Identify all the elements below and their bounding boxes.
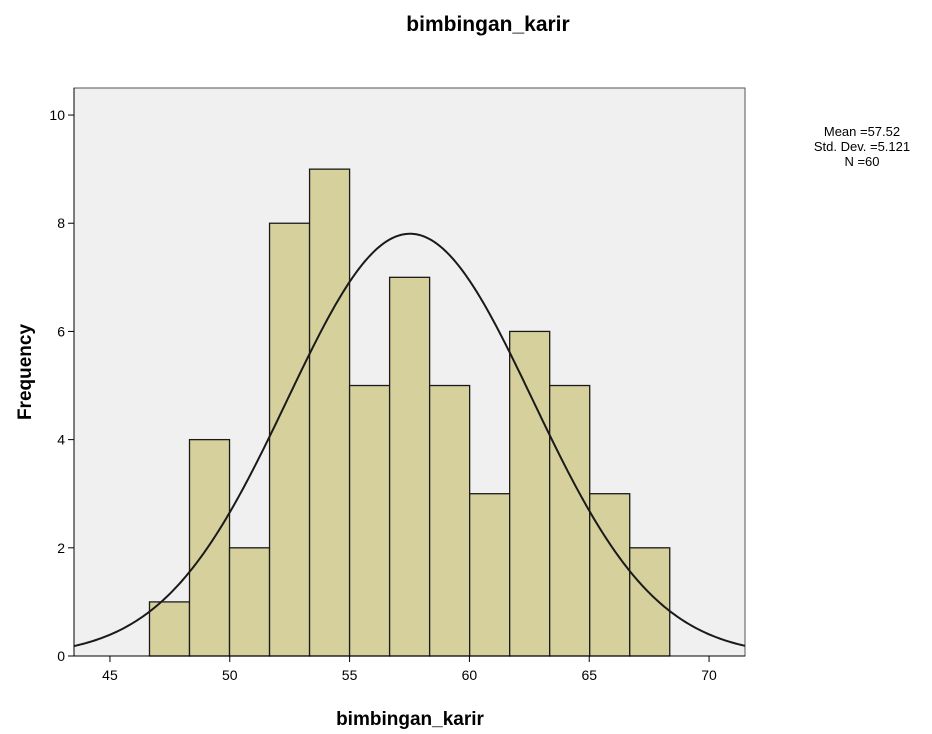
histogram-bar-2 [188, 438, 231, 657]
y-tick-label: 2 [57, 540, 65, 556]
histogram-bar-10 [509, 330, 551, 657]
x-tick-label: 45 [102, 667, 118, 683]
histogram-bar-11 [549, 384, 591, 657]
histogram-bar-13 [629, 547, 671, 657]
y-tick-label: 8 [57, 215, 65, 231]
x-tick-label: 60 [462, 667, 478, 683]
histogram-bar-12 [589, 493, 631, 657]
stats-legend: Mean =57.52 Std. Dev. =5.121 N =60 [814, 124, 910, 169]
normal-curve [73, 232, 746, 648]
y-tick-label: 0 [57, 648, 65, 664]
histogram-bar-1 [148, 601, 191, 657]
x-tick-label: 65 [581, 667, 597, 683]
stats-n: N =60 [844, 154, 879, 169]
x-tick-label: 55 [342, 667, 358, 683]
histogram-bar-5 [308, 168, 351, 657]
stats-std-dev: Std. Dev. =5.121 [814, 139, 910, 154]
histogram-bars [148, 168, 671, 657]
histogram-bar-9 [468, 493, 511, 657]
y-tick-label: 4 [57, 432, 65, 448]
histogram-bar-6 [348, 384, 391, 657]
x-tick-label: 70 [701, 667, 717, 683]
y-axis-label: Frequency [15, 324, 36, 421]
chart-title: bimbingan_karir [406, 13, 569, 36]
x-axis-label: bimbingan_karir [336, 709, 484, 730]
axes: 0 2 4 6 8 10 45 50 55 60 65 70 [49, 88, 745, 683]
x-tick-label: 50 [222, 667, 238, 683]
stats-mean: Mean =57.52 [824, 124, 900, 139]
y-tick-label: 6 [57, 323, 65, 339]
histogram-bar-4 [268, 222, 311, 657]
histogram-bar-7 [388, 276, 431, 657]
histogram-bar-8 [428, 384, 471, 657]
y-tick-label: 10 [49, 107, 65, 123]
histogram-bar-3 [228, 547, 271, 657]
